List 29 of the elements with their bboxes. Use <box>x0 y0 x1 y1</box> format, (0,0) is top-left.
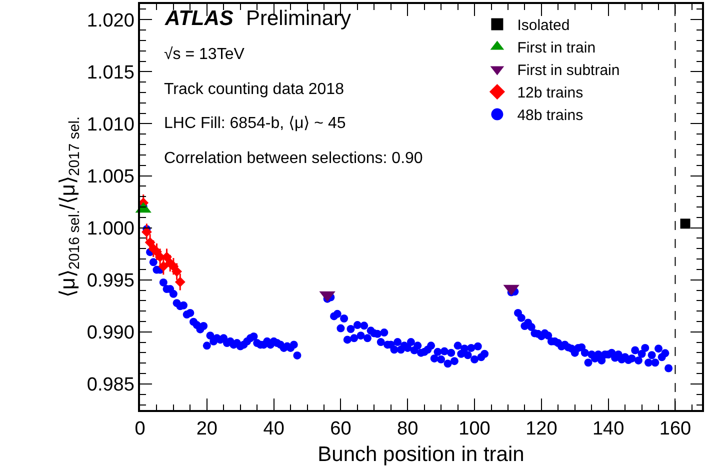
x-tick-label: 160 <box>659 418 692 440</box>
y-tick-label: 1.000 <box>86 218 134 240</box>
x-tick-label: 0 <box>134 418 146 440</box>
y-tick-label: 0.990 <box>86 322 134 344</box>
annotation: Track counting data 2018 <box>164 81 344 98</box>
y-tick-label: 0.985 <box>86 374 134 396</box>
annotation: Correlation between selections: 0.90 <box>164 150 423 167</box>
legend-label: First in train <box>517 40 596 57</box>
y-tick-label: 1.010 <box>86 114 134 136</box>
x-tick-label: 20 <box>196 418 218 440</box>
annotation: Preliminary <box>246 7 352 30</box>
x-tick-label: 140 <box>592 418 624 440</box>
legend-label: First in subtrain <box>517 62 620 80</box>
x-tick-label: 120 <box>526 418 558 440</box>
x-tick-label: 80 <box>397 418 418 440</box>
annotation: √s = 13TeV <box>164 46 245 63</box>
x-tick-label: 100 <box>458 418 490 440</box>
legend-label: 48b trains <box>517 107 584 124</box>
legend-label: Isolated <box>517 17 570 34</box>
y-tick-label: 1.015 <box>86 62 134 84</box>
annotation: ATLAS <box>164 7 234 30</box>
y-tick-label: 1.020 <box>86 10 134 32</box>
x-tick-label: 60 <box>330 418 352 440</box>
legend-label: 12b trains <box>517 84 584 102</box>
x-tick-label: 40 <box>263 418 284 440</box>
x-axis-title: Bunch position in train <box>318 443 524 466</box>
y-tick-label: 1.005 <box>86 166 134 188</box>
y-tick-label: 0.995 <box>86 270 134 292</box>
annotation: LHC Fill: 6854-b, ⟨μ⟩ ~ 45 <box>164 115 346 132</box>
